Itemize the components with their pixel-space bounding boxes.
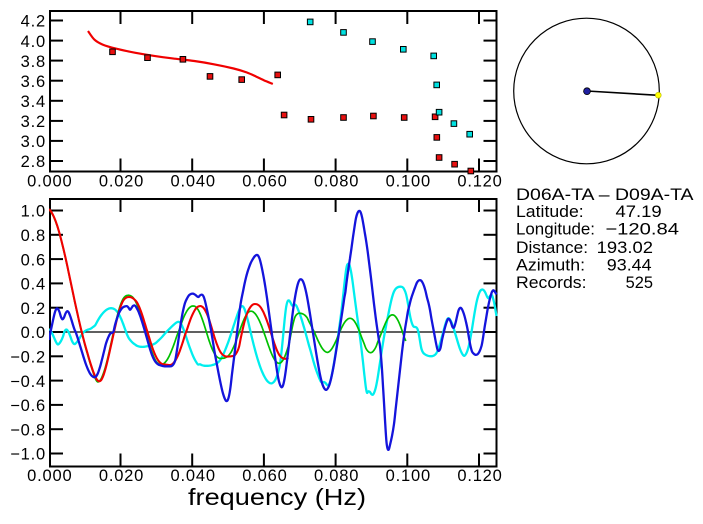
- svg-text:0.2: 0.2: [21, 300, 46, 318]
- svg-text:3.0: 3.0: [21, 133, 46, 151]
- svg-text:0.6: 0.6: [21, 251, 46, 269]
- svg-text:frequency (Hz): frequency (Hz): [188, 484, 366, 510]
- svg-text:4.2: 4.2: [21, 13, 46, 31]
- svg-text:0.000: 0.000: [27, 173, 72, 191]
- svg-text:0.120: 0.120: [457, 173, 502, 191]
- svg-text:0.040: 0.040: [171, 467, 216, 485]
- svg-text:525: 525: [626, 274, 653, 292]
- svg-text:0.080: 0.080: [314, 467, 359, 485]
- svg-text:−0.2: −0.2: [10, 349, 46, 367]
- svg-text:0.020: 0.020: [99, 173, 144, 191]
- svg-text:3.8: 3.8: [21, 53, 46, 71]
- svg-text:193.02: 193.02: [597, 239, 653, 257]
- svg-text:0.040: 0.040: [171, 173, 216, 191]
- svg-text:−0.8: −0.8: [10, 421, 46, 439]
- svg-text:47.19: 47.19: [616, 203, 662, 221]
- svg-text:D06A-TA – D09A-TA: D06A-TA – D09A-TA: [516, 186, 694, 204]
- svg-text:−0.6: −0.6: [10, 397, 46, 415]
- svg-text:4.0: 4.0: [21, 33, 46, 51]
- svg-text:Azimuth:: Azimuth:: [516, 256, 585, 274]
- svg-text:0.020: 0.020: [99, 467, 144, 485]
- svg-text:3.2: 3.2: [21, 113, 46, 131]
- svg-text:1.0: 1.0: [21, 203, 46, 221]
- svg-text:−1.0: −1.0: [10, 446, 46, 464]
- svg-text:Latitude:: Latitude:: [516, 203, 584, 221]
- svg-text:0.060: 0.060: [242, 173, 287, 191]
- svg-text:0.100: 0.100: [386, 467, 431, 485]
- svg-text:0.120: 0.120: [457, 467, 502, 485]
- svg-text:Records:: Records:: [516, 274, 587, 292]
- svg-text:3.4: 3.4: [21, 93, 46, 111]
- svg-text:93.44: 93.44: [607, 256, 652, 274]
- svg-text:3.6: 3.6: [21, 73, 46, 91]
- svg-text:−0.4: −0.4: [10, 373, 46, 391]
- svg-text:Longitude:: Longitude:: [516, 220, 595, 238]
- svg-text:2.8: 2.8: [21, 153, 46, 171]
- svg-text:Distance:: Distance:: [516, 239, 588, 257]
- svg-text:−120.84: −120.84: [605, 220, 679, 238]
- svg-text:0.100: 0.100: [386, 173, 431, 191]
- svg-text:0.0: 0.0: [21, 324, 46, 342]
- svg-text:0.060: 0.060: [242, 467, 287, 485]
- svg-text:0.4: 0.4: [21, 276, 46, 294]
- svg-text:0.8: 0.8: [21, 227, 46, 245]
- svg-text:0.080: 0.080: [314, 173, 359, 191]
- svg-text:0.000: 0.000: [27, 467, 72, 485]
